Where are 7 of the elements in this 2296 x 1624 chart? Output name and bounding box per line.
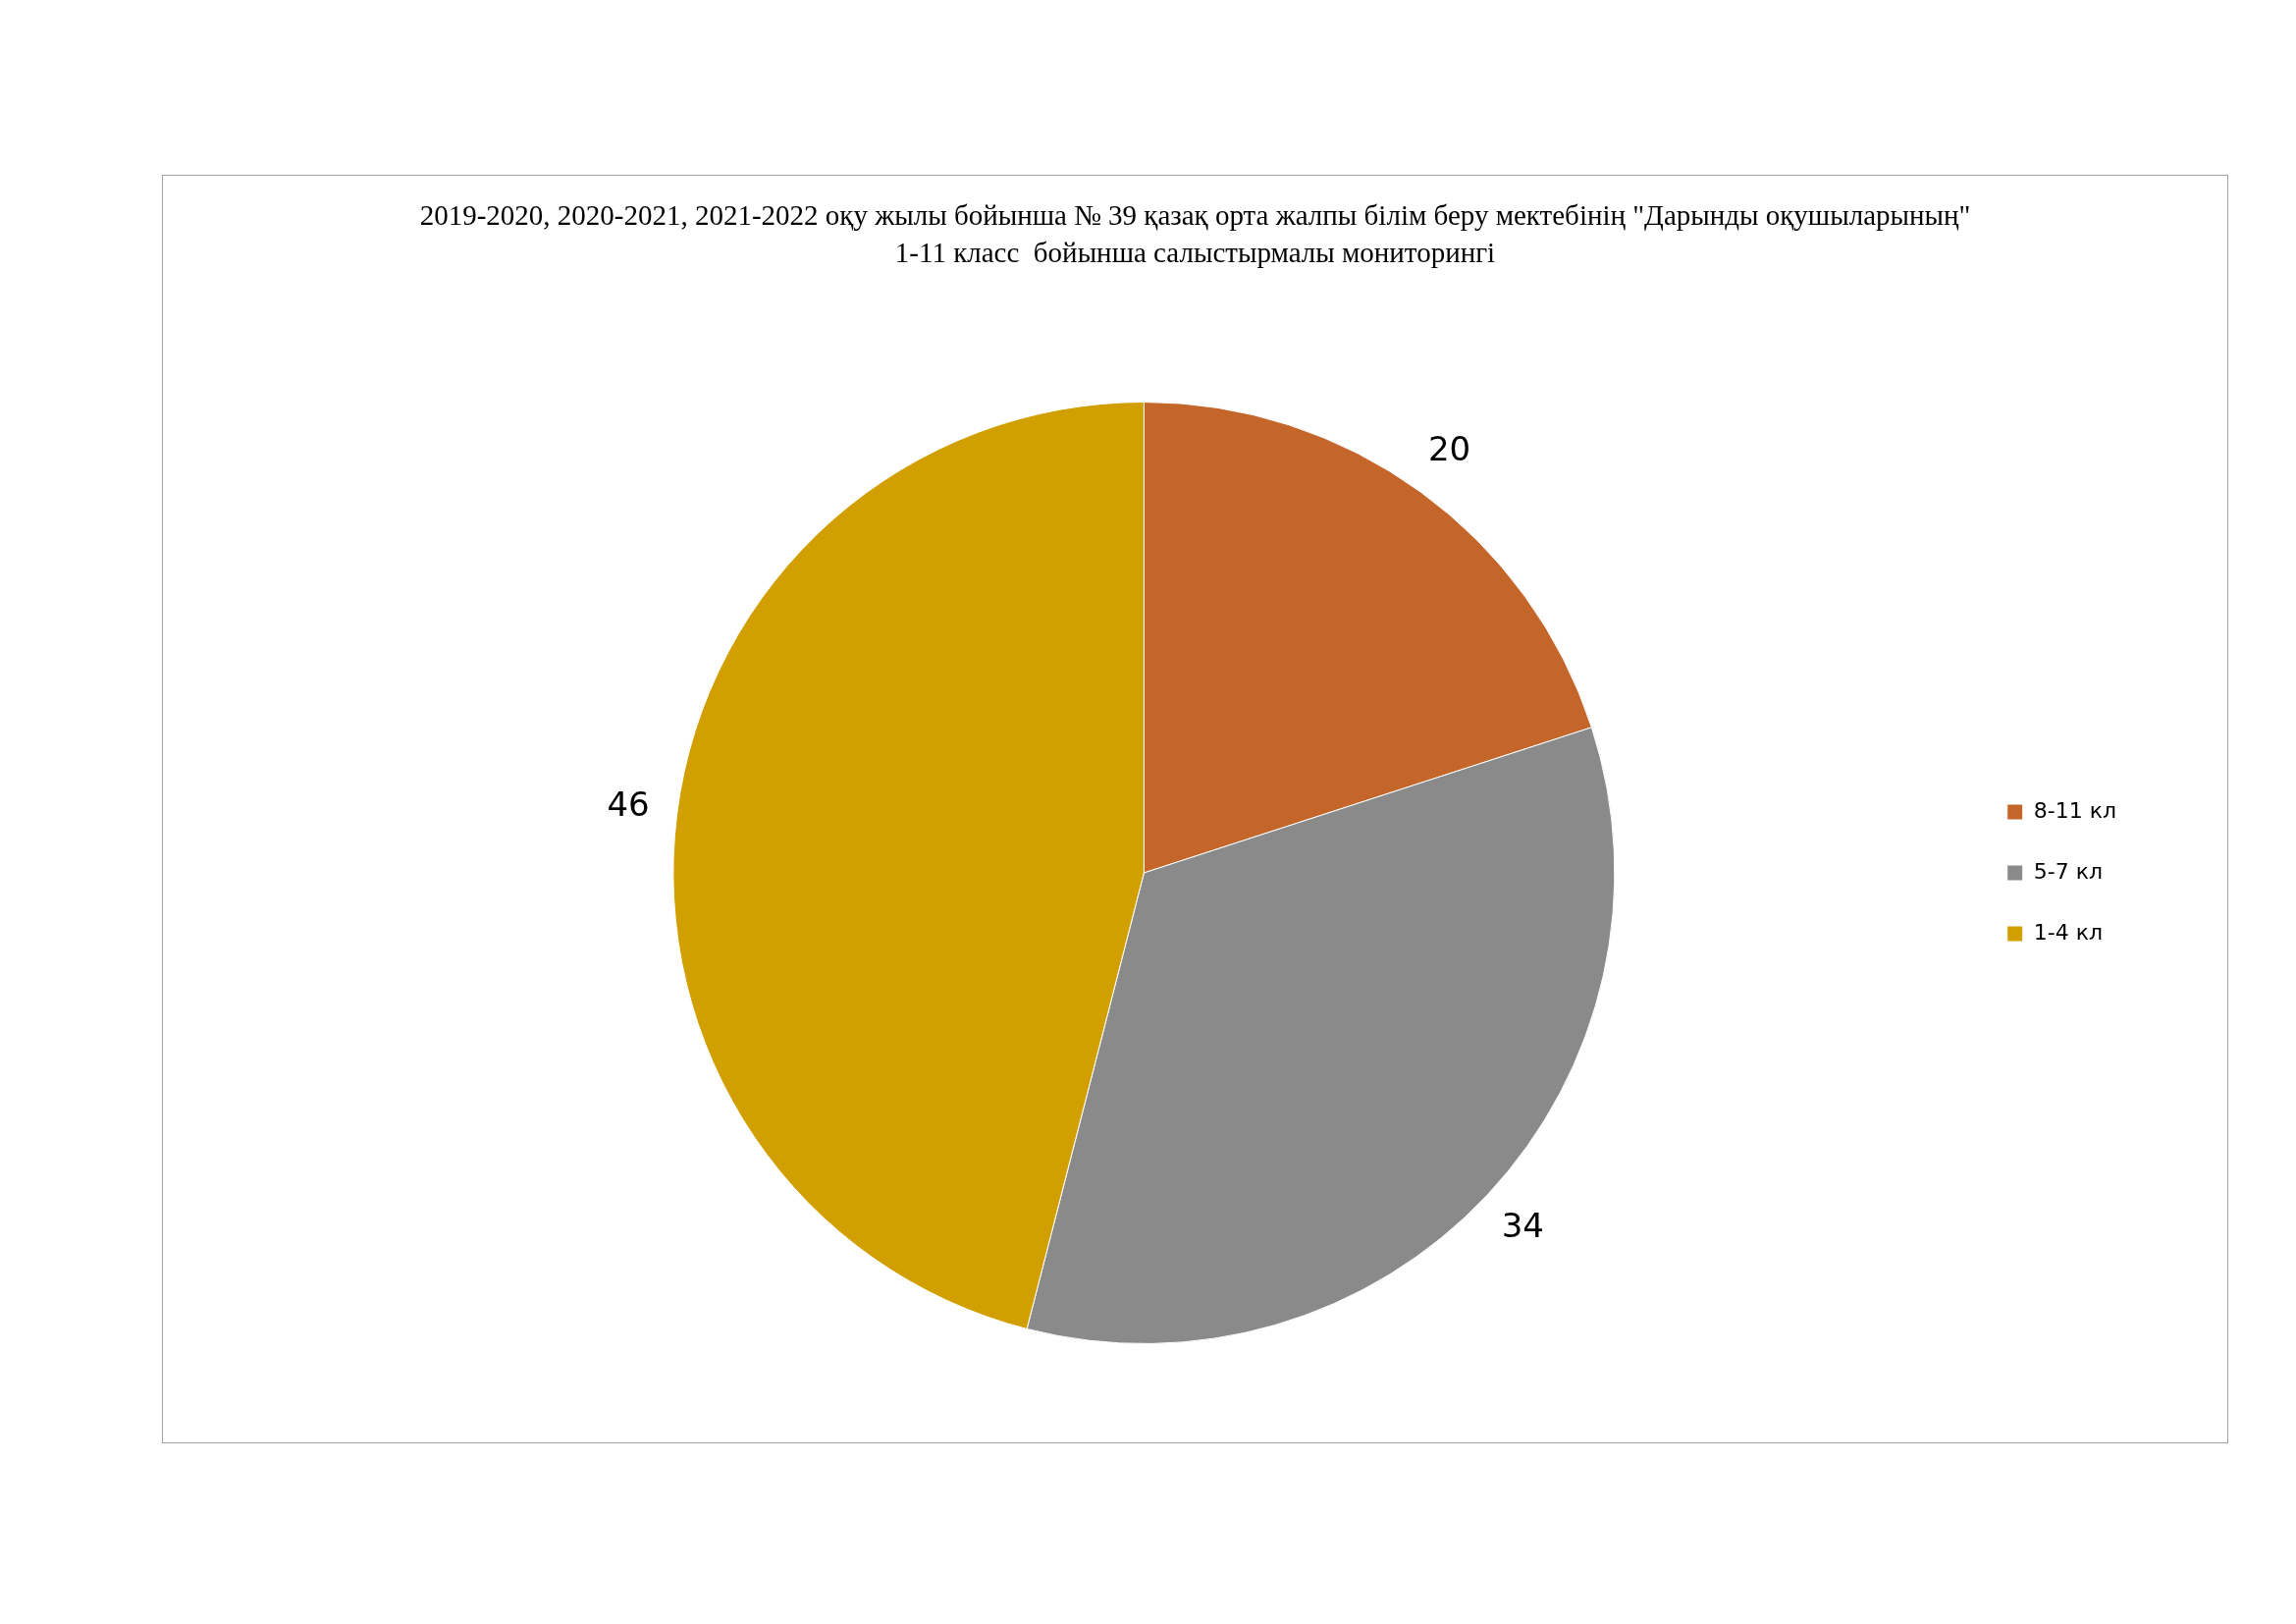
chart-title: 2019-2020, 2020-2021, 2021-2022 оқу жылы бойынша № 39 қазақ орта жалпы білім беру мектебінің "Дарынды оқушыларының" 1-11 класс бойынша салыстырмалы мониторингі (418, 198, 1972, 270)
legend-label: 1-4 кл (2033, 919, 2104, 945)
legend-label: 5-7 кл (2033, 858, 2104, 884)
legend-label: 8-11 кл (2033, 797, 2117, 823)
data-label: 34 (1501, 1206, 1544, 1246)
data-label: 46 (607, 785, 650, 825)
data-label: 20 (1427, 429, 1471, 469)
